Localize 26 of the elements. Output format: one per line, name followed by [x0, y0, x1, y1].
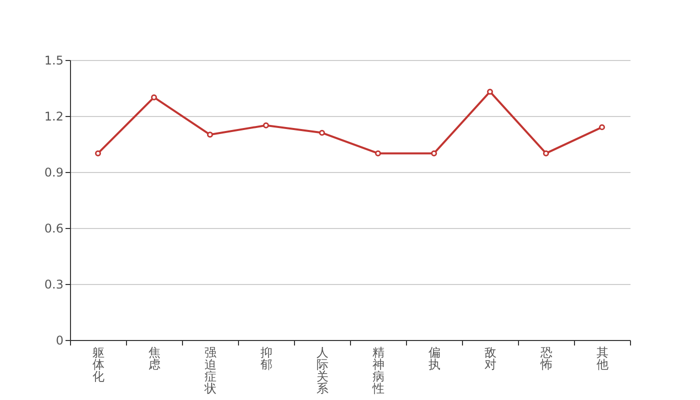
point — [263, 122, 269, 128]
point — [151, 94, 157, 100]
y-tick-label: 1.5 — [44, 54, 64, 68]
y-tick-label: 0.6 — [44, 222, 64, 236]
x-tick-label: 抑郁 — [260, 346, 272, 372]
x-tick-label: 其他 — [596, 346, 608, 372]
y-tick-label: 1.2 — [44, 110, 64, 124]
y-tick-label: 0.9 — [44, 166, 64, 180]
point — [95, 150, 101, 156]
x-tick-label: 躯体化 — [92, 346, 104, 384]
point — [319, 130, 325, 136]
x-tick-label: 偏执 — [428, 346, 440, 372]
y-tick-label: 0 — [56, 334, 64, 348]
point — [431, 150, 437, 156]
point — [207, 132, 213, 138]
point — [543, 150, 549, 156]
point — [375, 150, 381, 156]
x-tick-label: 敌对 — [484, 346, 496, 372]
x-tick-label: 人际关系 — [316, 346, 328, 396]
x-tick-label: 焦虑 — [148, 346, 160, 372]
point — [487, 88, 493, 95]
x-tick-label: 恐怖 — [540, 346, 552, 372]
y-tick-label: 0.3 — [44, 278, 64, 292]
point — [599, 124, 605, 130]
x-tick-label: 精神病性 — [372, 346, 384, 396]
x-tick-label: 强迫症状 — [204, 346, 216, 396]
